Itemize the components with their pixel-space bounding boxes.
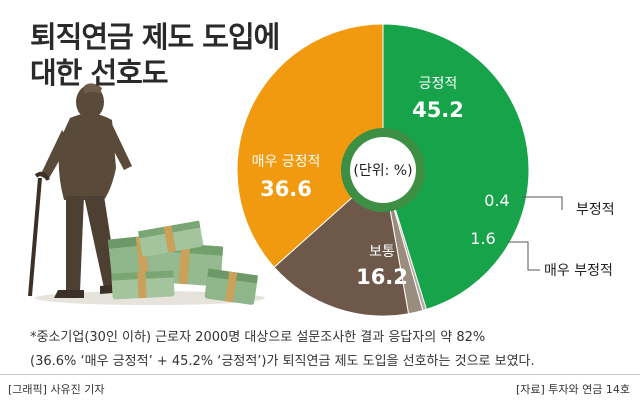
outside-label-negative: 부정적	[576, 202, 615, 218]
slice-value-neutral: 16.2	[356, 265, 408, 289]
slice-value-positive: 45.2	[412, 98, 464, 122]
slice-value-very-negative: 1.6	[470, 229, 495, 248]
title-line-1: 퇴직연금 제도 도입에	[30, 20, 280, 54]
title-line-2: 대한 선호도	[30, 56, 168, 90]
slice-value-negative: 0.4	[484, 191, 509, 210]
credit-bar	[0, 374, 640, 401]
footnote-line-1: *중소기업(30인 이하) 근로자 2000명 대상으로 설문조사한 결과 응답…	[30, 330, 486, 345]
source-credit: [자료] 투자와 연금 14호	[515, 383, 630, 396]
slice-label-neutral: 보통	[369, 244, 395, 260]
money-stacks-illustration	[107, 220, 258, 305]
slice-label-very-positive: 매우 긍정적	[252, 154, 321, 170]
donut-slices	[236, 23, 530, 317]
slice-value-very-positive: 36.6	[260, 177, 312, 201]
unit-label: (단위: %)	[353, 163, 412, 179]
leader-line-negative	[522, 196, 563, 210]
graphic-credit: [그래픽] 사유진 기자	[8, 383, 105, 396]
footnote-line-2: (36.6% ‘매우 긍정적’ + 45.2% ‘긍정적’)가 퇴직연금 제도 …	[30, 354, 535, 369]
slice-label-positive: 긍정적	[419, 76, 458, 92]
donut-center	[350, 137, 416, 203]
outside-label-very-negative: 매우 부정적	[544, 263, 613, 279]
leader-line-very-negative	[508, 241, 540, 271]
